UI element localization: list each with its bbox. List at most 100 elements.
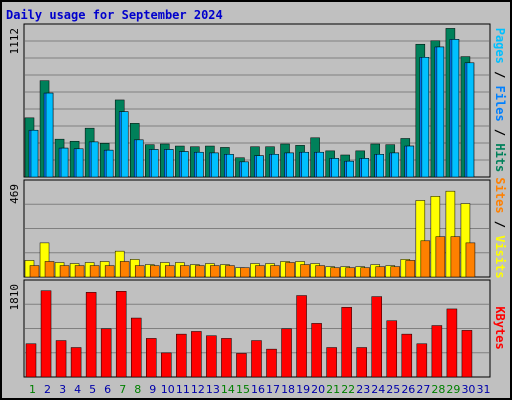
bar-pages-day-8: [135, 139, 144, 178]
day-label-24: 24: [371, 383, 385, 396]
bar-sites-day-23: [360, 267, 370, 278]
bar-sites-day-20: [315, 265, 325, 278]
legend-pages: Pages: [493, 27, 507, 64]
bar-pages-day-29: [451, 39, 460, 178]
bar-kbytes-day-1: [25, 343, 37, 378]
bar-sites-day-30: [465, 242, 476, 278]
bar-sites-day-2: [44, 261, 55, 278]
legend-files: Files: [493, 85, 507, 122]
bar-kbytes-day-23: [356, 347, 367, 378]
day-label-23: 23: [356, 383, 370, 396]
bar-sites-day-22: [345, 267, 355, 278]
bar-kbytes-day-8: [130, 317, 142, 378]
bar-pages-day-21: [331, 158, 339, 178]
bar-pages-day-23: [361, 158, 369, 178]
bar-sites-day-10: [165, 265, 175, 278]
day-label-6: 6: [104, 383, 111, 396]
legend-hits: Hits: [493, 143, 507, 173]
bar-pages-day-1: [30, 129, 39, 178]
bar-sites-day-1: [29, 265, 40, 278]
bar-kbytes-day-3: [55, 340, 67, 378]
bar-kbytes-day-22: [341, 307, 352, 378]
bar-kbytes-day-20: [311, 323, 322, 378]
bar-sites-day-5: [89, 265, 100, 278]
bar-kbytes-day-24: [371, 296, 382, 378]
bar-sites-day-29: [450, 236, 461, 278]
day-label-9: 9: [149, 383, 156, 396]
bar-pages-day-9: [151, 149, 159, 178]
bar-sites-day-7: [119, 261, 130, 278]
legend-sep-3: /: [493, 213, 507, 236]
panel-3-ymax-label: 1810: [8, 284, 21, 311]
day-label-14: 14: [221, 383, 235, 396]
bar-sites-day-17: [270, 265, 280, 278]
bar-kbytes-day-19: [296, 295, 307, 378]
bar-kbytes-day-27: [416, 343, 428, 378]
bar-sites-day-3: [59, 265, 70, 278]
bar-pages-day-28: [436, 46, 445, 178]
legend-bot: KBytes: [493, 306, 507, 349]
bar-sites-day-28: [435, 236, 446, 278]
bar-kbytes-day-9: [146, 338, 157, 378]
bar-pages-day-6: [105, 149, 114, 178]
day-label-27: 27: [416, 383, 430, 396]
bar-pages-day-4: [75, 148, 84, 178]
bar-sites-day-15: [240, 267, 250, 278]
bar-kbytes-day-10: [161, 352, 172, 378]
bar-sites-day-8: [134, 265, 145, 278]
legend-mid: Sites / Visits: [493, 177, 507, 278]
chart-title: Daily usage for September 2024: [6, 8, 223, 22]
bar-sites-day-9: [150, 265, 160, 278]
day-label-29: 29: [446, 383, 460, 396]
bar-pages-day-20: [316, 151, 324, 178]
day-label-20: 20: [311, 383, 325, 396]
bar-kbytes-day-12: [191, 331, 202, 378]
bar-pages-day-26: [406, 145, 415, 178]
bar-sites-day-25: [390, 266, 401, 278]
bar-visits-day-2: [39, 242, 50, 278]
legend-sites: Sites: [493, 177, 507, 214]
bar-sites-day-16: [255, 265, 265, 278]
bar-kbytes-day-11: [176, 333, 187, 378]
bar-kbytes-day-15: [236, 353, 247, 378]
legend-visits: Visits: [493, 235, 507, 279]
bar-sites-day-13: [210, 265, 220, 278]
legend-top: Pages / Files / Hits: [493, 28, 507, 173]
bar-kbytes-day-26: [401, 333, 413, 378]
day-label-4: 4: [74, 383, 81, 396]
panel-2-ymax-label: 469: [8, 184, 21, 204]
day-label-25: 25: [386, 383, 400, 396]
day-label-11: 11: [176, 383, 190, 396]
bar-pages-day-3: [60, 147, 69, 178]
bar-pages-day-12: [196, 151, 204, 178]
day-label-18: 18: [281, 383, 295, 396]
bar-pages-day-2: [45, 92, 54, 178]
day-label-17: 17: [266, 383, 280, 396]
bar-kbytes-day-28: [431, 325, 443, 378]
bar-pages-day-14: [226, 154, 234, 178]
bar-pages-day-5: [90, 141, 99, 178]
bar-kbytes-day-25: [386, 320, 398, 378]
bar-pages-day-16: [256, 155, 264, 178]
bar-pages-day-13: [211, 152, 219, 178]
bar-sites-day-4: [74, 265, 85, 278]
day-label-5: 5: [89, 383, 96, 396]
bar-pages-day-30: [466, 62, 475, 178]
bar-kbytes-day-6: [100, 328, 112, 378]
day-label-26: 26: [401, 383, 415, 396]
bar-pages-day-24: [376, 154, 384, 178]
bar-sites-day-19: [300, 264, 310, 278]
bar-kbytes-day-21: [326, 347, 337, 378]
bar-kbytes-day-4: [70, 347, 82, 378]
bar-kbytes-day-29: [446, 308, 458, 378]
day-label-2: 2: [44, 383, 51, 396]
bar-pages-day-25: [391, 152, 400, 178]
day-label-16: 16: [251, 383, 265, 396]
bar-kbytes-day-30: [461, 330, 473, 378]
bar-sites-day-11: [180, 265, 190, 278]
bar-sites-day-14: [225, 265, 235, 278]
bar-visits-day-27: [415, 200, 426, 278]
legend-sep-1: /: [493, 63, 507, 86]
day-label-8: 8: [134, 383, 141, 396]
